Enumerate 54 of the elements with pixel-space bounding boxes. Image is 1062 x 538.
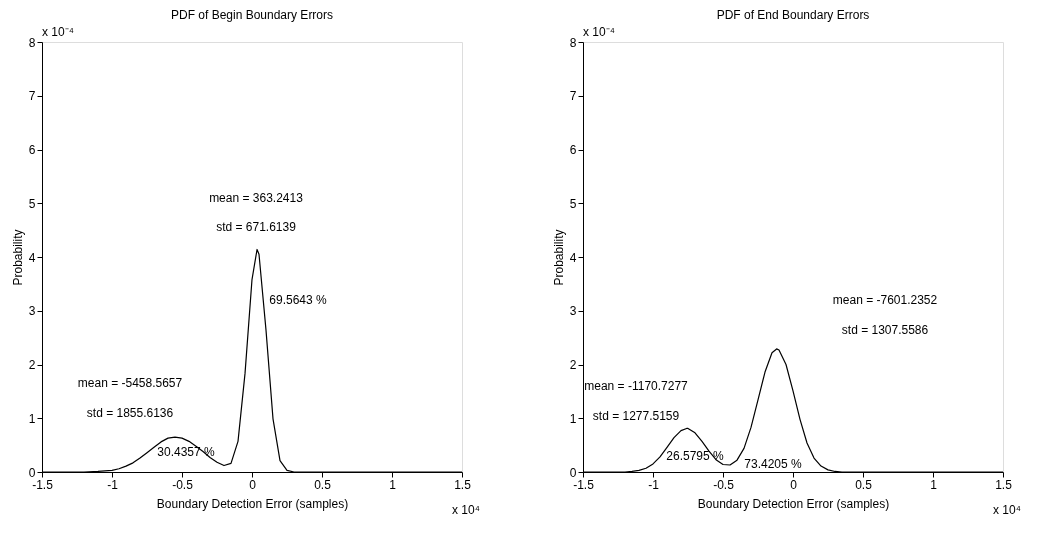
y-tick-label: 1 xyxy=(28,411,36,426)
y-tick-label: 8 xyxy=(569,35,577,50)
annotation: std = 671.6139 xyxy=(216,220,297,234)
y-tick-label: 7 xyxy=(569,89,577,104)
annotation: mean = 363.2413 xyxy=(209,191,304,205)
y-tick-label: 5 xyxy=(569,196,577,211)
y-tick-label: 7 xyxy=(28,89,36,104)
text: x 10⁴ xyxy=(452,503,480,517)
y-axis-title: Probability xyxy=(551,229,566,286)
x-tick-label: 1 xyxy=(389,477,397,492)
y-tick-label: 6 xyxy=(569,143,577,157)
x-tick-label: -0.5 xyxy=(172,477,194,492)
y-tick-label: 2 xyxy=(569,358,577,372)
y-tick-label: 3 xyxy=(28,304,36,319)
x-tick-label: -0.5 xyxy=(713,477,735,492)
annotation: 30.4357 % xyxy=(157,445,216,459)
y-tick-label: 8 xyxy=(28,35,36,50)
annotation: mean = -1170.7277 xyxy=(584,379,689,393)
x-tick-label: -1.5 xyxy=(32,477,54,492)
x-tick-label: -1.5 xyxy=(573,477,595,492)
x-tick-label: 0 xyxy=(790,477,798,492)
y-tick-label: 2 xyxy=(28,358,36,372)
x-tick-label: 0.5 xyxy=(855,477,873,492)
y-tick-label: 3 xyxy=(569,304,577,319)
text: x 10⁻⁴ xyxy=(42,25,74,39)
y-tick-label: 0 xyxy=(569,465,577,480)
x-tick-label: 1.5 xyxy=(454,477,472,492)
y-tick-label: 4 xyxy=(28,250,36,265)
x-tick-label: 1.5 xyxy=(995,477,1013,492)
annotation: std = 1855.6136 xyxy=(86,406,174,420)
chart-title: PDF of Begin Boundary Errors xyxy=(170,8,334,22)
annotation: std = 1277.5159 xyxy=(592,409,680,423)
annotation: 69.5643 % xyxy=(269,293,328,307)
text: x 10⁻⁴ xyxy=(583,25,615,39)
annotation: mean = -5458.5657 xyxy=(77,376,183,390)
y-tick-label: 5 xyxy=(28,196,36,211)
y-tick-label: 0 xyxy=(28,465,36,480)
annotation: std = 1307.5586 xyxy=(841,323,929,337)
y-tick-label: 4 xyxy=(569,250,577,265)
x-axis-title: Boundary Detection Error (samples) xyxy=(156,496,349,511)
x-tick-label: -1 xyxy=(107,477,119,492)
x-tick-label: 1 xyxy=(930,477,938,492)
text: x 10⁴ xyxy=(993,503,1021,517)
x-tick-label: 0 xyxy=(249,477,257,492)
annotation: 26.5795 % xyxy=(666,449,725,463)
annotation: mean = -7601.2352 xyxy=(832,293,938,307)
chart-title: PDF of End Boundary Errors xyxy=(716,8,870,22)
y-tick-label: 1 xyxy=(569,411,577,426)
y-axis-title: Probability xyxy=(10,229,25,286)
annotation: 73.4205 % xyxy=(744,457,803,471)
x-axis-title: Boundary Detection Error (samples) xyxy=(697,496,890,511)
x-tick-label: -1 xyxy=(648,477,660,492)
x-tick-label: 0.5 xyxy=(314,477,332,492)
y-tick-label: 6 xyxy=(28,143,36,157)
